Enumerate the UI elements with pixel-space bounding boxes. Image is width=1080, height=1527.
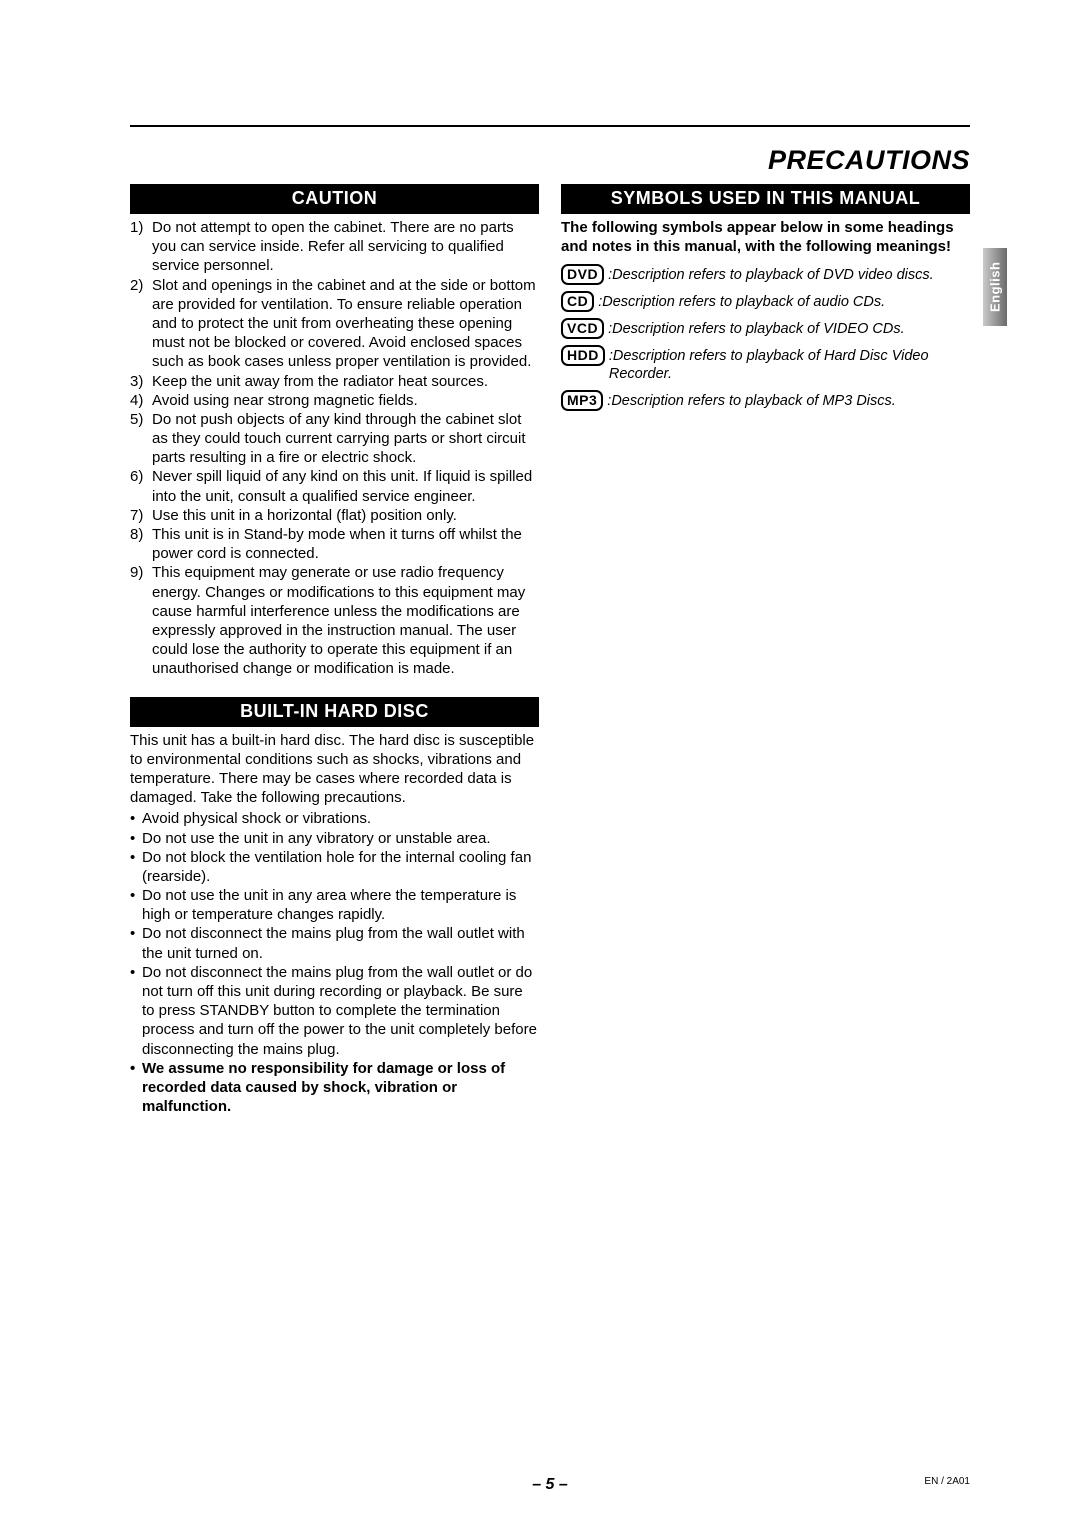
- page-number: – 5 –: [532, 1476, 568, 1494]
- bullet-text: Do not block the ventilation hole for th…: [140, 848, 539, 886]
- item-text: Use this unit in a horizontal (flat) pos…: [152, 506, 539, 525]
- item-text: Do not attempt to open the cabinet. Ther…: [152, 218, 539, 276]
- item-text: This unit is in Stand-by mode when it tu…: [152, 525, 539, 563]
- list-item: 7)Use this unit in a horizontal (flat) p…: [130, 506, 539, 525]
- item-number: 2): [130, 276, 152, 372]
- page-title: PRECAUTIONS: [130, 125, 970, 184]
- list-item: •Do not block the ventilation hole for t…: [130, 848, 539, 886]
- top-rule: [130, 125, 970, 127]
- list-item: 4)Avoid using near strong magnetic field…: [130, 391, 539, 410]
- doc-code: EN / 2A01: [924, 1476, 970, 1487]
- symbol-desc: :Description refers to playback of audio…: [598, 291, 885, 312]
- bullet-text: Do not use the unit in any area where th…: [140, 886, 539, 924]
- vcd-badge-icon: VCD: [561, 318, 604, 339]
- item-text: Keep the unit away from the radiator hea…: [152, 372, 539, 391]
- harddisc-bullets: •Avoid physical shock or vibrations. •Do…: [130, 809, 539, 1116]
- symbol-desc: :Description refers to playback of VIDEO…: [608, 318, 905, 339]
- bullet-dot: •: [130, 963, 140, 1059]
- list-item: •Do not disconnect the mains plug from t…: [130, 963, 539, 1059]
- list-item: 6)Never spill liquid of any kind on this…: [130, 467, 539, 505]
- item-text: Slot and openings in the cabinet and at …: [152, 276, 539, 372]
- symbol-row: CD :Description refers to playback of au…: [561, 291, 970, 312]
- harddisc-intro: This unit has a built-in hard disc. The …: [130, 731, 539, 808]
- item-number: 6): [130, 467, 152, 505]
- symbol-row: MP3 :Description refers to playback of M…: [561, 390, 970, 411]
- harddisc-header: BUILT-IN HARD DISC: [130, 697, 539, 727]
- bullet-text: Do not disconnect the mains plug from th…: [140, 924, 539, 962]
- list-item: 9)This equipment may generate or use rad…: [130, 563, 539, 678]
- bullet-text-bold: We assume no responsibility for damage o…: [140, 1059, 539, 1117]
- cd-badge-icon: CD: [561, 291, 594, 312]
- item-number: 7): [130, 506, 152, 525]
- symbol-desc: :Description refers to playback of DVD v…: [608, 264, 934, 285]
- item-number: 1): [130, 218, 152, 276]
- bullet-dot: •: [130, 829, 140, 848]
- symbol-desc: :Description refers to playback of MP3 D…: [607, 390, 896, 411]
- list-item: •Do not use the unit in any vibratory or…: [130, 829, 539, 848]
- bullet-dot: •: [130, 809, 140, 828]
- item-text: Never spill liquid of any kind on this u…: [152, 467, 539, 505]
- symbol-row: HDD :Description refers to playback of H…: [561, 345, 970, 384]
- list-item: •Avoid physical shock or vibrations.: [130, 809, 539, 828]
- caution-list: 1)Do not attempt to open the cabinet. Th…: [130, 218, 539, 679]
- item-number: 9): [130, 563, 152, 678]
- item-number: 3): [130, 372, 152, 391]
- bullet-dot: •: [130, 886, 140, 924]
- list-item: 8)This unit is in Stand-by mode when it …: [130, 525, 539, 563]
- list-item: 1)Do not attempt to open the cabinet. Th…: [130, 218, 539, 276]
- bullet-dot: •: [130, 848, 140, 886]
- bullet-text: Do not use the unit in any vibratory or …: [140, 829, 539, 848]
- list-item: 5)Do not push objects of any kind throug…: [130, 410, 539, 468]
- bullet-dot: •: [130, 1059, 140, 1117]
- item-number: 5): [130, 410, 152, 468]
- item-text: This equipment may generate or use radio…: [152, 563, 539, 678]
- item-number: 4): [130, 391, 152, 410]
- list-item: 2)Slot and openings in the cabinet and a…: [130, 276, 539, 372]
- list-item: •We assume no responsibility for damage …: [130, 1059, 539, 1117]
- bullet-text: Do not disconnect the mains plug from th…: [140, 963, 539, 1059]
- mp3-badge-icon: MP3: [561, 390, 603, 411]
- dvd-badge-icon: DVD: [561, 264, 604, 285]
- symbols-intro: The following symbols appear below in so…: [561, 218, 970, 256]
- list-item: 3)Keep the unit away from the radiator h…: [130, 372, 539, 391]
- list-item: •Do not use the unit in any area where t…: [130, 886, 539, 924]
- symbol-row: VCD :Description refers to playback of V…: [561, 318, 970, 339]
- symbol-desc: :Description refers to playback of Hard …: [609, 345, 970, 384]
- item-text: Avoid using near strong magnetic fields.: [152, 391, 539, 410]
- caution-header: CAUTION: [130, 184, 539, 214]
- item-number: 8): [130, 525, 152, 563]
- list-item: •Do not disconnect the mains plug from t…: [130, 924, 539, 962]
- symbols-header: SYMBOLS USED IN THIS MANUAL: [561, 184, 970, 214]
- symbol-row: DVD :Description refers to playback of D…: [561, 264, 970, 285]
- bullet-text: Avoid physical shock or vibrations.: [140, 809, 539, 828]
- bullet-dot: •: [130, 924, 140, 962]
- hdd-badge-icon: HDD: [561, 345, 605, 366]
- language-tab: English: [983, 248, 1007, 326]
- item-text: Do not push objects of any kind through …: [152, 410, 539, 468]
